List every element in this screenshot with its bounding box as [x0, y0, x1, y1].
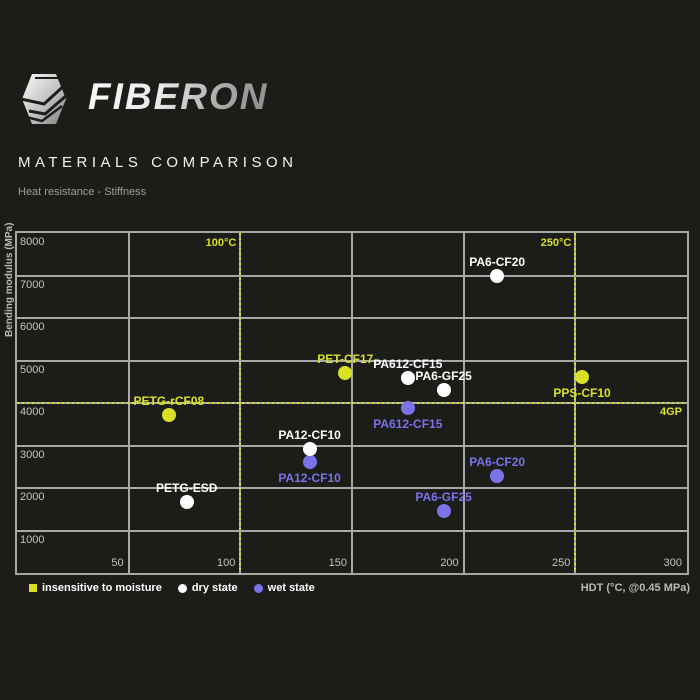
x-axis-title: HDT (°C, @0.45 MPa): [580, 582, 690, 594]
point-PA6-CF20-dry: [490, 268, 505, 283]
y-gridline: [17, 529, 687, 532]
y-tick-label: 7000: [20, 278, 45, 291]
page-title: MATERIALS COMPARISON: [18, 154, 298, 171]
legend-square-icon: [29, 584, 37, 592]
y-tick-label: 6000: [20, 321, 45, 333]
point-PA12-CF10-wet: [302, 454, 317, 469]
point-label-PA6-GF25-wet: PA6-GF25: [415, 490, 472, 505]
annotation-vline-label: 250°C: [540, 237, 572, 249]
point-label-PETG-ESD-dry: PETG-ESD: [156, 480, 218, 495]
point-PA612-CF15-dry: [400, 371, 415, 386]
x-tick-label: 150: [328, 557, 347, 569]
brand-wordmark: FIBERON: [88, 76, 269, 117]
legend-item: wet state: [253, 582, 315, 594]
legend-label: insensitive to moisture: [42, 582, 162, 594]
legend-label: dry state: [191, 582, 238, 594]
y-tick-label: 3000: [20, 448, 45, 461]
x-tick-label: 300: [663, 557, 682, 569]
point-label-PA6-CF20-dry: PA6-CF20: [469, 254, 526, 269]
point-PETG-rCF08-insensitive: [161, 408, 176, 423]
x-tick-label: 50: [111, 557, 124, 569]
point-label-PPS-CF10-insensitive: PPS-CF10: [553, 385, 611, 400]
point-PET-CF17-insensitive: [338, 366, 353, 381]
y-axis-title: Bending modulus (MPa): [4, 222, 15, 337]
y-tick-label: 5000: [20, 363, 45, 376]
y-gridline: [17, 487, 687, 489]
point-label-PA6-GF25-dry: PA6-GF25: [415, 368, 472, 383]
legend-circle-icon: [253, 583, 263, 593]
point-label-PA12-CF10-dry: PA12-CF10: [278, 428, 341, 443]
point-label-PETG-rCF08-insensitive: PETG-rCF08: [133, 394, 205, 409]
plot-area: 50 100 150 200 250 300 1000 2000 3000 4000 5000 600…: [15, 231, 689, 575]
point-label-PET-CF17-insensitive: PET-CF17: [317, 352, 374, 367]
legend-item: insensitive to moisture: [29, 582, 162, 594]
annotation-hline: [17, 402, 687, 404]
y-tick-label: 1000: [20, 533, 45, 546]
point-PA12-CF10-dry: [302, 442, 317, 457]
fiberon-logo-icon: [21, 74, 67, 124]
annotation-vline-label: 100°C: [205, 237, 237, 249]
y-gridline: [17, 359, 687, 362]
x-tick-label: 200: [440, 557, 459, 569]
y-gridline: [17, 444, 687, 447]
y-gridline: [17, 274, 687, 277]
y-tick-label: 4000: [20, 406, 45, 418]
point-PA6-CF20-wet: [490, 469, 505, 484]
point-label-PA612-CF15-dry: PA612-CF15: [373, 357, 443, 372]
legend-circle-icon: [177, 583, 187, 593]
point-PETG-ESD-dry: [179, 494, 194, 509]
point-PA6-GF25-dry: [436, 382, 451, 397]
point-label-PA12-CF10-wet: PA12-CF10: [278, 470, 341, 485]
point-PA6-GF25-wet: [436, 504, 451, 519]
point-PPS-CF10-insensitive: [575, 369, 590, 384]
point-label-PA6-CF20-wet: PA6-CF20: [469, 455, 526, 470]
legend-item: dry state: [177, 582, 238, 594]
y-gridline: [17, 317, 687, 319]
y-tick-label: 8000: [20, 236, 45, 248]
y-tick-label: 2000: [20, 491, 45, 503]
legend-label: wet state: [267, 582, 315, 594]
legend: insensitive to moisture dry state wet stat…: [29, 582, 315, 594]
x-tick-label: 250: [551, 557, 571, 569]
annotation-hline-label: 4GP: [659, 406, 682, 418]
point-PA612-CF15-wet: [400, 400, 415, 415]
x-tick-label: 100: [216, 557, 236, 569]
page-subtitle: Heat resistance - Stiffness: [18, 186, 147, 198]
point-label-PA612-CF15-wet: PA612-CF15: [373, 416, 443, 431]
